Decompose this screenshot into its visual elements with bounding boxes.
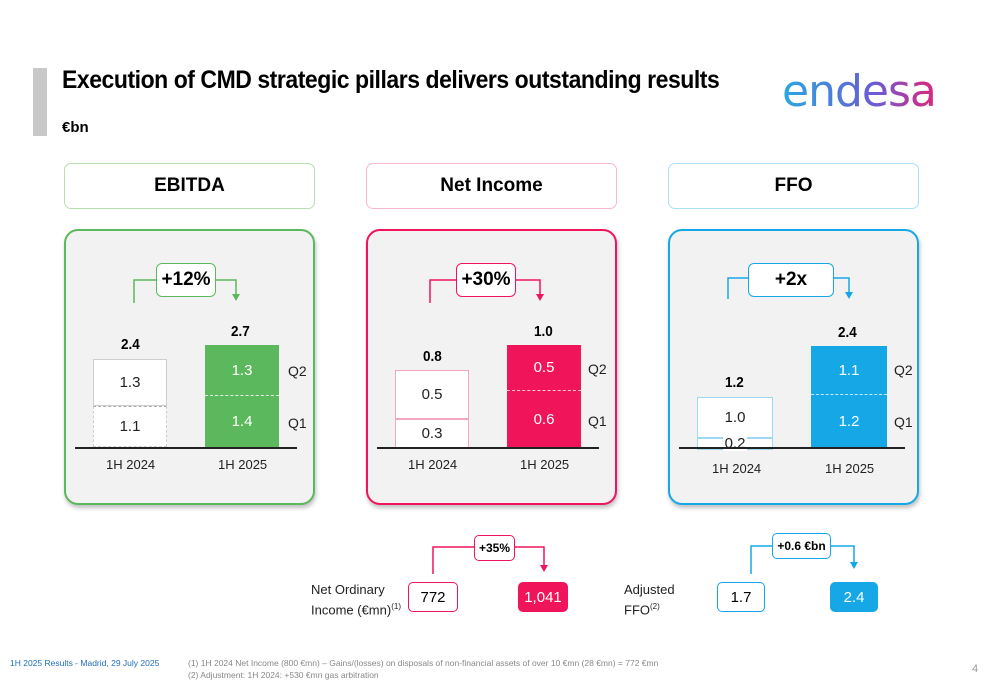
footnote-2: (2) Adjustment: 1H 2024: +530 €mn gas ar… [188, 670, 379, 680]
ffo-bar-2024-q2: 1.0 [697, 397, 773, 438]
adjusted-ffo-footnote-ref: (2) [650, 602, 660, 611]
ffo-header: FFO [668, 163, 919, 209]
adjusted-ffo-value-2024: 1.7 [717, 582, 765, 612]
ffo-q1-label: Q1 [894, 414, 913, 430]
net-ordinary-label: Net Ordinary Income (€mn)(1) [311, 581, 401, 618]
footnotes: (1) 1H 2024 Net Income (800 €mn) – Gains… [188, 657, 658, 681]
ebitda-growth-badge: +12% [156, 263, 216, 297]
ebitda-bar-2024-q1: 1.1 [93, 406, 167, 447]
ebitda-growth-connector [133, 279, 240, 303]
ebitda-panel: +12% 2.4 1.3 1.1 2.7 1.3 1.4 1H 2024 1H … [64, 229, 315, 505]
net-income-q2-label: Q2 [588, 361, 607, 377]
ffo-x-2025: 1H 2025 [825, 461, 875, 476]
ebitda-total-2025: 2.7 [231, 323, 250, 340]
net-income-bar-2025-q2: 0.5 [507, 345, 581, 390]
net-ordinary-label-line2: Income (€mn) [311, 602, 392, 618]
title-accent-bar [33, 68, 47, 136]
ffo-label: FFO [774, 175, 813, 196]
ffo-axis [679, 447, 905, 449]
net-income-header: Net Income [366, 163, 617, 209]
net-income-bar-2024-q2: 0.5 [395, 370, 469, 419]
svg-text:endesa: endesa [782, 66, 936, 114]
ffo-growth-badge: +2x [748, 263, 834, 297]
adjusted-ffo-value-2025: 2.4 [830, 582, 878, 612]
net-ordinary-label-line1: Net Ordinary [311, 582, 385, 597]
net-income-x-2024: 1H 2024 [408, 457, 458, 472]
footnote-1: (1) 1H 2024 Net Income (800 €mn) – Gains… [188, 658, 659, 668]
ffo-q2-label: Q2 [894, 362, 913, 378]
ffo-total-2024: 1.2 [725, 374, 744, 391]
ebitda-bar-2025-q1: 1.4 [205, 395, 279, 447]
ffo-bar-2025-q1: 1.2 [811, 394, 887, 448]
net-income-growth-connector [429, 279, 544, 303]
net-income-label: Net Income [440, 175, 543, 196]
adjusted-ffo-label: Adjusted FFO(2) [624, 581, 675, 618]
net-income-q1-label: Q1 [588, 413, 607, 429]
ffo-growth-connector [727, 277, 853, 299]
net-income-panel: +30% 0.8 0.5 0.3 1.0 0.5 0.6 1H 2024 1H … [366, 229, 617, 505]
ebitda-bar-2025-q2: 1.3 [205, 345, 279, 395]
net-income-total-2025: 1.0 [534, 323, 553, 340]
unit-label: €bn [62, 119, 89, 136]
net-income-growth-badge: +30% [456, 263, 516, 297]
ebitda-bar-2024-q2: 1.3 [93, 359, 167, 406]
ffo-x-2024: 1H 2024 [712, 461, 762, 476]
adjusted-ffo-label-line2: FFO [624, 602, 650, 618]
ebitda-q1-label: Q1 [288, 415, 307, 431]
ebitda-axis [75, 447, 297, 449]
net-income-bar-2024-q1: 0.3 [395, 419, 469, 448]
ebitda-x-2025: 1H 2025 [218, 457, 268, 472]
net-ordinary-growth-badge: +35% [474, 535, 515, 561]
ebitda-growth-value: +12% [161, 269, 211, 290]
ebitda-label: EBITDA [154, 175, 225, 196]
net-income-x-2025: 1H 2025 [520, 457, 570, 472]
adjusted-ffo-growth-badge: +0.6 €bn [772, 533, 831, 559]
ebitda-x-2024: 1H 2024 [106, 457, 156, 472]
net-income-bar-2025-q1: 0.6 [507, 390, 581, 448]
ffo-panel: +2x 1.2 1.0 0.2 2.4 1.1 1.2 1H 2024 1H 2… [668, 229, 919, 505]
net-ordinary-value-2024: 772 [408, 582, 458, 612]
ffo-total-2025: 2.4 [838, 324, 857, 341]
net-income-axis [377, 447, 599, 449]
footer-source: 1H 2025 Results - Madrid, 29 July 2025 [10, 658, 160, 668]
ebitda-q2-label: Q2 [288, 363, 307, 379]
net-income-total-2024: 0.8 [423, 348, 442, 365]
adjusted-ffo-growth-value: +0.6 €bn [777, 539, 826, 553]
net-ordinary-growth-value: +35% [478, 541, 511, 555]
net-income-growth-value: +30% [461, 269, 511, 290]
adjusted-ffo-label-line1: Adjusted [624, 582, 675, 597]
page-number: 4 [972, 663, 979, 675]
ebitda-header: EBITDA [64, 163, 315, 209]
ffo-growth-value: +2x [774, 269, 808, 290]
ebitda-total-2024: 2.4 [121, 336, 140, 353]
ffo-bar-2025-q2: 1.1 [811, 346, 887, 394]
endesa-logo: endesa [782, 66, 937, 114]
net-ordinary-footnote-ref: (1) [391, 602, 401, 611]
net-ordinary-value-2025: 1,041 [518, 582, 568, 612]
page-title: Execution of CMD strategic pillars deliv… [62, 66, 720, 94]
